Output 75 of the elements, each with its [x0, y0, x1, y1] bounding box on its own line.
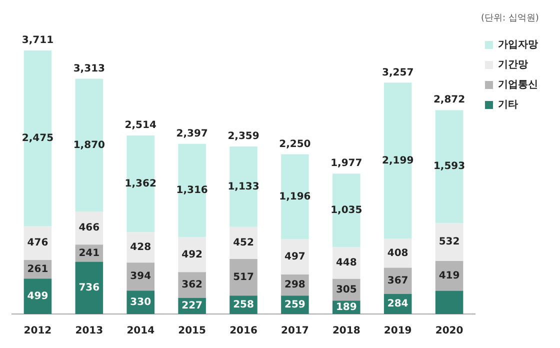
total-label: 2,359: [228, 131, 260, 142]
data-label: 517: [233, 272, 254, 283]
data-label: 1,870: [73, 140, 106, 151]
bar: [332, 174, 360, 248]
data-label: 466: [78, 222, 100, 234]
data-label: 736: [78, 282, 100, 294]
data-label: 284: [387, 298, 408, 310]
total-label: 3,711: [22, 35, 54, 46]
data-label: 367: [387, 275, 408, 286]
bar: [230, 146, 258, 227]
bar: [230, 258, 258, 296]
data-label: 452: [233, 238, 254, 249]
text: (단위: 십억원): [481, 13, 539, 24]
data-label: 499: [27, 290, 48, 302]
x-tick-label: 2015: [178, 326, 206, 337]
data-label: 497: [284, 251, 306, 262]
data-label: 305: [336, 284, 357, 296]
x-tick-label: 2019: [384, 326, 412, 337]
legend-label: 기간망: [498, 60, 528, 71]
total-label: 2,250: [279, 138, 311, 150]
data-label: 1,593: [433, 161, 466, 172]
data-label: 419: [438, 270, 460, 282]
legend-label: 가입자망: [498, 40, 538, 51]
x-tick-label: 2012: [24, 326, 52, 337]
data-label: 258: [233, 299, 254, 310]
data-label: 330: [130, 296, 152, 308]
data-label: 2,199: [382, 155, 414, 166]
data-label: 241: [78, 248, 100, 259]
data-label: 532: [438, 236, 460, 248]
total-label: 3,257: [382, 67, 414, 78]
legend-label: 기타: [498, 100, 518, 111]
data-label: 259: [284, 299, 306, 310]
x-tick-label: 2014: [126, 326, 155, 337]
data-label: 448: [336, 258, 357, 269]
data-label: 362: [182, 280, 203, 291]
total-label: 1,977: [330, 158, 362, 170]
bar: [435, 290, 464, 314]
bar: [126, 136, 154, 232]
bar: [24, 50, 52, 226]
data-label: 1,362: [124, 178, 156, 190]
bar: [178, 237, 206, 272]
data-label: 394: [130, 271, 152, 282]
total-label: 2,514: [124, 120, 156, 132]
data-label: 1,035: [330, 204, 362, 216]
data-label: 476: [27, 238, 48, 249]
legend-label: 기업통신: [498, 80, 538, 91]
bar: [75, 262, 104, 314]
data-label: 2,475: [22, 132, 54, 144]
data-label: 1,133: [228, 181, 260, 192]
bar: [281, 239, 309, 274]
bar: [435, 110, 464, 224]
x-tick-label: 2016: [230, 326, 258, 337]
x-tick-label: 2017: [281, 326, 309, 337]
x-tick-label: 2013: [75, 326, 104, 337]
bar: [178, 144, 206, 238]
bar: [281, 154, 309, 240]
total-label: 3,313: [73, 63, 106, 74]
bar: [230, 226, 258, 259]
bar: [75, 78, 104, 212]
bar: [384, 82, 412, 239]
bar: [332, 247, 360, 279]
data-label: 492: [182, 249, 203, 260]
total-label: 2,872: [433, 94, 466, 106]
x-tick-label: 2020: [435, 326, 464, 337]
data-label: 227: [182, 300, 203, 312]
data-label: 408: [387, 248, 408, 259]
data-label: 1,316: [176, 185, 208, 196]
data-label: 298: [284, 280, 306, 291]
data-label: 189: [336, 302, 357, 313]
data-label: 1,196: [279, 191, 311, 202]
x-tick-label: 2018: [332, 326, 360, 337]
data-label: 261: [27, 264, 48, 275]
data-label: 428: [130, 242, 152, 253]
bar: [435, 223, 464, 261]
total-label: 2,397: [176, 128, 208, 140]
